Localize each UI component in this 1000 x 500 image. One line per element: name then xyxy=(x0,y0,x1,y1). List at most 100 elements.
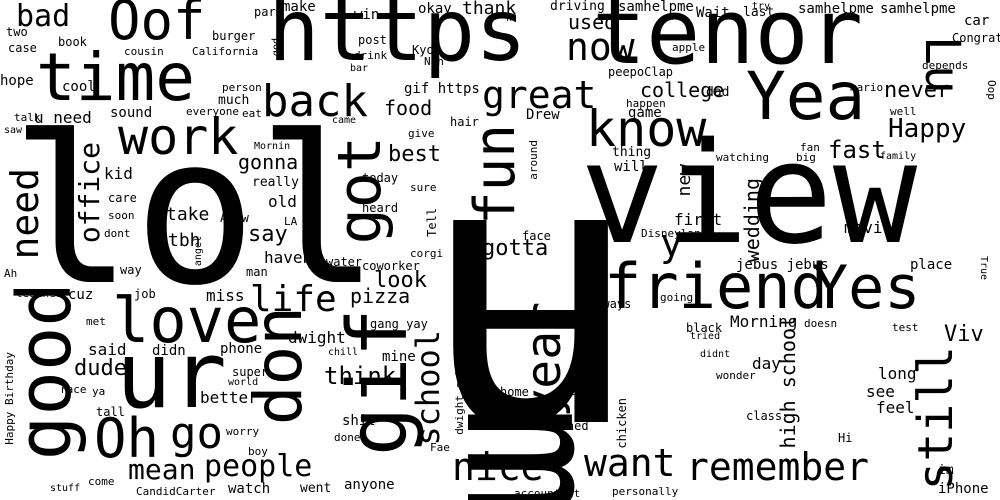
cloud-word: take xyxy=(166,204,210,225)
cloud-word: cool xyxy=(62,79,96,95)
cloud-word: remember xyxy=(686,445,870,489)
cloud-word: Drew xyxy=(526,107,560,123)
cloud-word: going xyxy=(660,291,694,304)
cloud-word: tenor xyxy=(592,0,863,85)
cloud-word: college xyxy=(640,78,725,102)
cloud-word: well xyxy=(890,105,917,118)
cloud-word: nice xyxy=(452,445,544,489)
cloud-word: dad xyxy=(706,85,730,100)
cloud-word: long xyxy=(878,364,917,383)
cloud-word: California xyxy=(192,45,259,58)
cloud-word: person xyxy=(222,81,262,94)
cloud-word: teacher xyxy=(16,287,63,300)
cloud-word: family xyxy=(880,151,917,162)
cloud-word: book xyxy=(58,35,87,49)
cloud-word: driving xyxy=(550,0,605,14)
cloud-word: gif https xyxy=(404,81,480,97)
cloud-word: place xyxy=(910,257,953,273)
cloud-word: personally xyxy=(612,485,679,498)
cloud-word: peepoClap xyxy=(608,65,674,79)
cloud-word: tall xyxy=(96,405,125,419)
cloud-word: race xyxy=(60,383,87,396)
cloud-word: stuff xyxy=(50,483,81,494)
cloud-word: wonder xyxy=(716,369,756,382)
cloud-word: work xyxy=(118,108,239,166)
cloud-word: eat xyxy=(242,107,262,120)
cloud-word: always xyxy=(588,297,632,311)
cloud-word: best xyxy=(388,142,441,167)
cloud-word: movie xyxy=(844,218,893,237)
cloud-word: n xyxy=(506,13,513,24)
cloud-word: make xyxy=(282,0,316,15)
cloud-word: love xyxy=(112,284,262,357)
cloud-word: doesn xyxy=(804,317,838,330)
cloud-word: samhelpme xyxy=(618,0,694,15)
cloud-word: sound xyxy=(110,105,153,121)
cloud-word: Hi xyxy=(838,431,853,445)
cloud-word: everyone xyxy=(186,105,239,118)
cloud-word: soon xyxy=(108,209,135,222)
cloud-word: super xyxy=(232,365,269,379)
cloud-word: Ah xyxy=(4,267,18,280)
cloud-word: bar xyxy=(350,63,369,74)
cloud-word: bad xyxy=(16,0,71,34)
cloud-word: class xyxy=(746,409,783,423)
cloud-word: will xyxy=(614,159,648,175)
cloud-word: view xyxy=(580,113,918,276)
cloud-word: CandidCarter xyxy=(136,485,216,498)
cloud-word: talk xyxy=(14,111,41,124)
cloud-word: drink xyxy=(354,49,388,62)
cloud-word: fun xyxy=(463,124,528,226)
cloud-word: cuz xyxy=(68,287,94,303)
cloud-word: Yes xyxy=(812,253,921,323)
cloud-word: god xyxy=(271,38,282,57)
cloud-word: give xyxy=(408,127,435,140)
cloud-word: watching xyxy=(716,151,769,164)
cloud-word: got xyxy=(325,136,395,245)
cloud-word: corgi xyxy=(410,247,444,260)
cloud-word: dwight schrute xyxy=(453,342,466,435)
cloud-word: lol xyxy=(10,93,381,331)
cloud-word: back xyxy=(262,76,368,127)
cloud-word: high school xyxy=(776,316,800,449)
cloud-word: burger xyxy=(212,29,256,43)
cloud-word: didn xyxy=(152,343,186,359)
cloud-word: watched xyxy=(538,419,589,433)
cloud-word: man xyxy=(246,265,268,279)
cloud-word: see xyxy=(866,382,895,401)
cloud-word: didnt xyxy=(700,349,731,360)
cloud-word: year xyxy=(516,302,572,418)
cloud-word: jebus jebus xyxy=(736,257,829,273)
cloud-word: tried xyxy=(690,331,721,342)
cloud-word: said xyxy=(88,340,127,359)
cloud-word: fan xyxy=(800,141,820,154)
cloud-word: came xyxy=(332,115,357,126)
cloud-word: around xyxy=(527,140,540,180)
cloud-word: Viv xyxy=(944,322,984,347)
cloud-word: mean xyxy=(128,453,196,486)
cloud-word: shit xyxy=(342,413,376,429)
cloud-word: post xyxy=(358,33,387,47)
cloud-word: Happy xyxy=(888,114,967,144)
cloud-word: saw xyxy=(4,125,23,136)
cloud-word: world xyxy=(228,377,259,388)
cloud-word: Oof xyxy=(108,0,206,52)
cloud-word: test xyxy=(892,321,919,334)
cloud-word: went xyxy=(300,481,332,496)
cloud-word: face xyxy=(522,229,551,243)
cloud-word: boss xyxy=(595,262,606,287)
cloud-word: heard xyxy=(362,201,399,215)
cloud-word: time xyxy=(36,39,195,116)
cloud-word: gonna xyxy=(238,150,299,174)
cloud-word: okay xyxy=(418,1,452,17)
cloud-word: car xyxy=(964,13,990,29)
cloud-word: used xyxy=(568,10,617,34)
cloud-word: u xyxy=(418,80,641,500)
cloud-word: gotta xyxy=(482,236,549,261)
cloud-word: Fae xyxy=(430,441,450,454)
cloud-word: dwight xyxy=(288,328,346,347)
cloud-word: never xyxy=(884,78,951,103)
cloud-word: dude xyxy=(74,356,127,381)
cloud-word: care xyxy=(108,191,137,205)
cloud-word: wedding xyxy=(740,178,764,263)
